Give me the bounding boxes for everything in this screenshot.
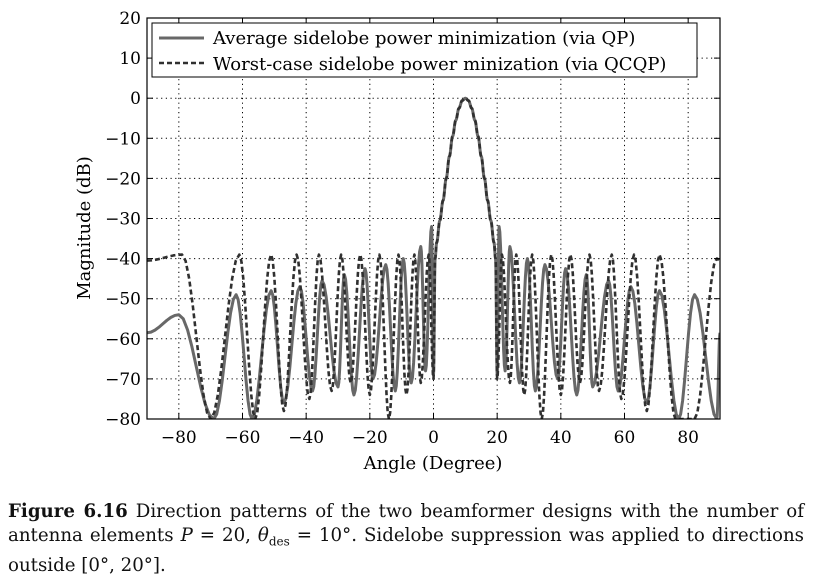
caption-text-1: Direction patterns of the two beamformer…	[8, 501, 804, 546]
y-tick-label: −50	[105, 290, 141, 310]
x-tick-labels: −80 −60 −40 −20 0 20 40 60 80	[161, 428, 699, 448]
caption-var-p: P	[180, 524, 193, 546]
series-layer	[147, 96, 720, 419]
legend: Average sidelobe power minimization (via…	[151, 22, 698, 78]
x-tick-label: −20	[352, 428, 388, 448]
y-tick-label: −40	[105, 250, 141, 270]
y-tick-label: −30	[105, 210, 141, 230]
y-tick-label: −20	[105, 169, 141, 189]
legend-label-qp: Average sidelobe power minimization (via…	[212, 28, 635, 49]
x-tick-label: −80	[161, 428, 197, 448]
x-tick-label: 80	[677, 428, 699, 448]
y-tick-labels: 20 10 0 −10 −20 −30 −40 −50 −60 −70 −80	[105, 9, 141, 430]
x-tick-label: 60	[614, 428, 636, 448]
y-axis-label: Magnitude (dB)	[74, 156, 95, 300]
caption-theta-sub: des	[268, 534, 290, 549]
x-tick-label: 40	[550, 428, 572, 448]
y-tick-label: 10	[119, 49, 141, 69]
legend-label-qcqp: Worst-case sidelobe power minization (vi…	[213, 54, 666, 75]
y-tick-label: −80	[105, 410, 141, 430]
x-tick-label: −60	[225, 428, 261, 448]
x-tick-label: 0	[428, 428, 439, 448]
caption-eq-theta: = 10°. Sidelobe suppression was applied …	[8, 524, 805, 576]
y-tick-label: −60	[105, 330, 141, 350]
series-line-qcqp	[147, 96, 720, 419]
x-tick-label: −40	[288, 428, 324, 448]
y-tick-label: 0	[130, 89, 141, 109]
y-tick-label: 20	[119, 9, 141, 29]
x-axis-label: Angle (Degree)	[363, 453, 503, 474]
y-tick-label: −10	[105, 129, 141, 149]
caption-theta: θ	[257, 524, 269, 546]
x-tick-label: 20	[486, 428, 508, 448]
figure-caption: Figure 6.16 Direction patterns of the tw…	[8, 500, 804, 577]
legend-box	[151, 22, 698, 78]
caption-eq-p: = 20,	[192, 524, 258, 546]
chart: −80 −60 −40 −20 0 20 40 60 80 20100−10−20−30−40−…	[74, 9, 721, 474]
y-tick-label: −70	[105, 370, 141, 390]
caption-label: Figure 6.16	[8, 501, 128, 522]
